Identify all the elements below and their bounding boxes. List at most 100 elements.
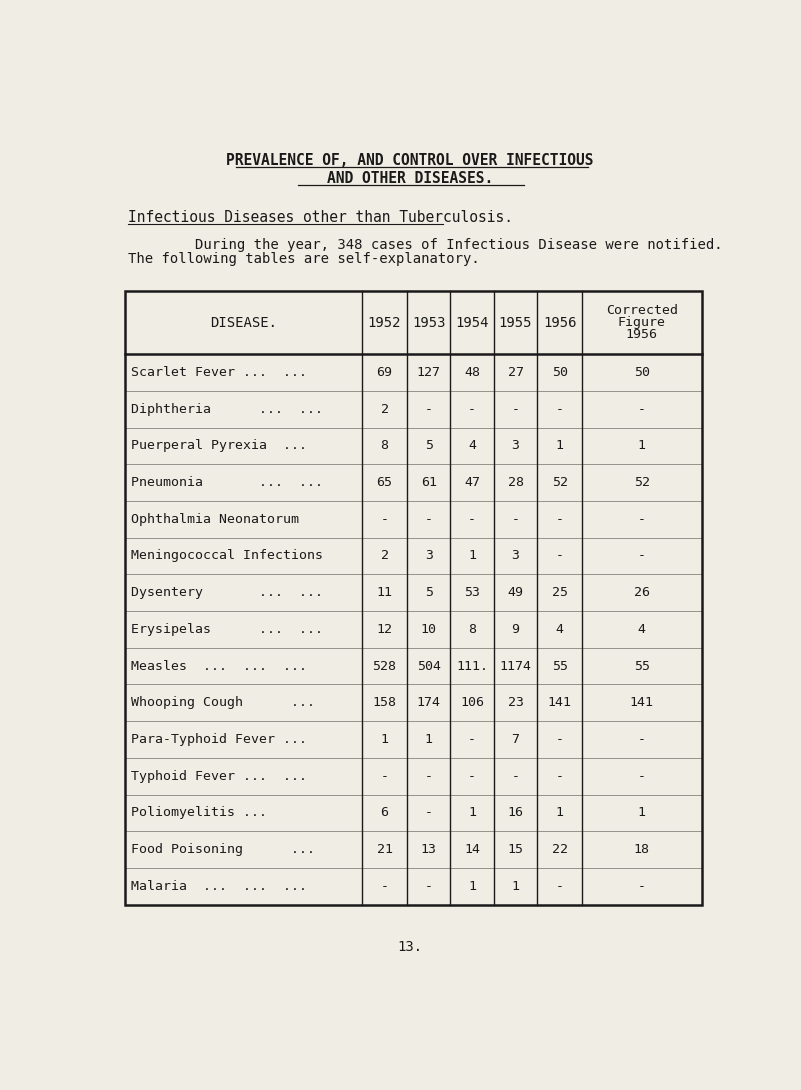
Text: 14: 14 (464, 843, 480, 856)
Text: 528: 528 (372, 659, 396, 673)
Text: 65: 65 (376, 476, 392, 489)
Text: -: - (556, 880, 564, 893)
Text: 4: 4 (556, 622, 564, 635)
Text: 1956: 1956 (543, 315, 577, 329)
Text: 11: 11 (376, 586, 392, 600)
Text: 1: 1 (468, 880, 476, 893)
Text: -: - (638, 402, 646, 415)
Text: 1953: 1953 (412, 315, 445, 329)
Text: 27: 27 (508, 366, 524, 379)
Text: 69: 69 (376, 366, 392, 379)
Text: -: - (425, 880, 433, 893)
Text: 106: 106 (460, 697, 484, 710)
Text: 9: 9 (512, 622, 520, 635)
Text: PREVALENCE OF, AND CONTROL OVER INFECTIOUS: PREVALENCE OF, AND CONTROL OVER INFECTIO… (227, 153, 594, 168)
Text: -: - (425, 512, 433, 525)
Text: 7: 7 (512, 732, 520, 746)
Text: 25: 25 (552, 586, 568, 600)
Text: 48: 48 (464, 366, 480, 379)
Bar (125, 291, 702, 905)
Text: 1: 1 (425, 732, 433, 746)
Text: 21: 21 (376, 843, 392, 856)
Text: 1956: 1956 (626, 328, 658, 341)
Text: 15: 15 (508, 843, 524, 856)
Text: -: - (425, 807, 433, 820)
Text: 141: 141 (548, 697, 572, 710)
Text: -: - (512, 512, 520, 525)
Text: 1: 1 (380, 732, 388, 746)
Text: Corrected: Corrected (606, 304, 678, 317)
Text: Dysentery       ...  ...: Dysentery ... ... (131, 586, 323, 600)
Text: Poliomyelitis ...: Poliomyelitis ... (131, 807, 267, 820)
Text: 18: 18 (634, 843, 650, 856)
Text: The following tables are self-explanatory.: The following tables are self-explanator… (128, 253, 480, 266)
Text: 1954: 1954 (456, 315, 489, 329)
Text: -: - (468, 770, 476, 783)
Text: Whooping Cough      ...: Whooping Cough ... (131, 697, 315, 710)
Text: -: - (638, 549, 646, 562)
Text: 47: 47 (464, 476, 480, 489)
Text: 13.: 13. (397, 940, 423, 954)
Text: 2: 2 (380, 402, 388, 415)
Text: Infectious Diseases other than Tuberculosis.: Infectious Diseases other than Tuberculo… (128, 209, 513, 225)
Text: -: - (556, 732, 564, 746)
Text: 1955: 1955 (499, 315, 533, 329)
Text: Meningococcal Infections: Meningococcal Infections (131, 549, 323, 562)
Text: -: - (556, 512, 564, 525)
Text: Puerperal Pyrexia  ...: Puerperal Pyrexia ... (131, 439, 307, 452)
Text: 13: 13 (421, 843, 437, 856)
Text: 23: 23 (508, 697, 524, 710)
Text: -: - (638, 512, 646, 525)
Text: 61: 61 (421, 476, 437, 489)
Text: Figure: Figure (618, 316, 666, 329)
Text: -: - (380, 770, 388, 783)
Text: -: - (512, 770, 520, 783)
Text: 52: 52 (634, 476, 650, 489)
Text: 52: 52 (552, 476, 568, 489)
Text: Ophthalmia Neonatorum: Ophthalmia Neonatorum (131, 512, 299, 525)
Text: 8: 8 (468, 622, 476, 635)
Text: -: - (380, 512, 388, 525)
Text: 1: 1 (468, 549, 476, 562)
Text: -: - (468, 402, 476, 415)
Text: Erysipelas      ...  ...: Erysipelas ... ... (131, 622, 323, 635)
Text: 174: 174 (417, 697, 441, 710)
Text: 50: 50 (634, 366, 650, 379)
Text: 3: 3 (512, 439, 520, 452)
Text: 2: 2 (380, 549, 388, 562)
Text: 1174: 1174 (500, 659, 532, 673)
Text: 141: 141 (630, 697, 654, 710)
Text: 10: 10 (421, 622, 437, 635)
Text: Food Poisoning      ...: Food Poisoning ... (131, 843, 315, 856)
Text: 4: 4 (468, 439, 476, 452)
Text: -: - (425, 402, 433, 415)
Text: 3: 3 (425, 549, 433, 562)
Text: -: - (638, 732, 646, 746)
Text: 8: 8 (380, 439, 388, 452)
Text: 158: 158 (372, 697, 396, 710)
Text: Typhoid Fever ...  ...: Typhoid Fever ... ... (131, 770, 307, 783)
Text: -: - (556, 402, 564, 415)
Text: -: - (556, 549, 564, 562)
Text: -: - (512, 402, 520, 415)
Text: -: - (638, 770, 646, 783)
Text: 6: 6 (380, 807, 388, 820)
Text: Measles  ...  ...  ...: Measles ... ... ... (131, 659, 307, 673)
Text: 127: 127 (417, 366, 441, 379)
Text: 26: 26 (634, 586, 650, 600)
Text: 1: 1 (556, 807, 564, 820)
Text: 5: 5 (425, 439, 433, 452)
Text: 1: 1 (556, 439, 564, 452)
Text: Malaria  ...  ...  ...: Malaria ... ... ... (131, 880, 307, 893)
Text: -: - (380, 880, 388, 893)
Text: -: - (468, 512, 476, 525)
Text: 28: 28 (508, 476, 524, 489)
Text: -: - (638, 880, 646, 893)
Text: 1: 1 (468, 807, 476, 820)
Text: 12: 12 (376, 622, 392, 635)
Text: 1: 1 (512, 880, 520, 893)
Text: -: - (556, 770, 564, 783)
Text: 22: 22 (552, 843, 568, 856)
Text: 53: 53 (464, 586, 480, 600)
Text: 55: 55 (552, 659, 568, 673)
